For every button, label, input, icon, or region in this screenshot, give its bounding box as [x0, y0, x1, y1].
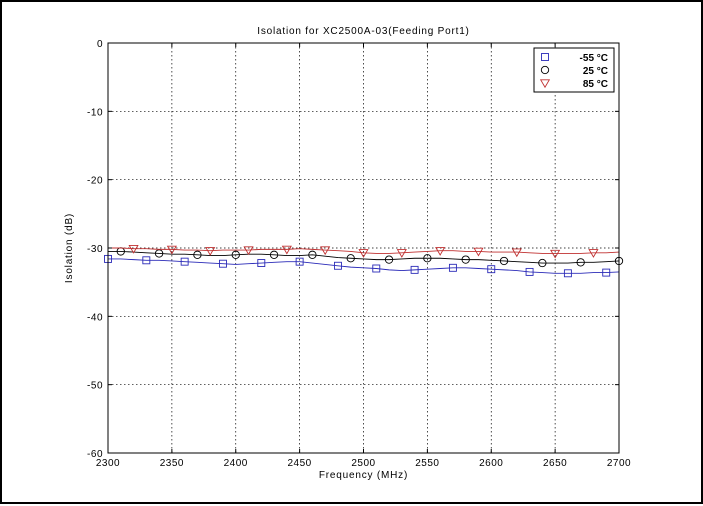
series-line — [108, 250, 620, 264]
series-line — [108, 258, 620, 274]
data-point — [372, 264, 381, 273]
data-point — [588, 249, 599, 258]
series-line — [108, 247, 620, 254]
data-point — [320, 246, 331, 256]
data-point — [358, 249, 369, 258]
x-tick-label: 2700 — [607, 458, 631, 469]
data-point — [550, 249, 561, 259]
y-tick-label: -60 — [87, 449, 103, 460]
x-axis-label: Frequency (MHz) — [319, 470, 408, 481]
data-point — [563, 269, 572, 278]
legend-label: 25 °C — [583, 66, 608, 77]
data-point — [435, 247, 446, 256]
data-point — [487, 265, 496, 274]
legend-marker — [539, 79, 551, 89]
x-tick-label: 2400 — [224, 458, 248, 469]
data-point — [346, 254, 355, 263]
data-point — [231, 250, 240, 259]
tick-layer: 2300 2350 2400 2450 2500 2550 2600 2650 2700 0 -10… — [87, 39, 631, 469]
x-tick-label: 2550 — [415, 458, 439, 469]
x-tick-label: 2350 — [160, 458, 184, 469]
data-point — [308, 250, 317, 259]
x-tick-label: 2300 — [96, 458, 120, 469]
y-tick-label: -50 — [87, 381, 103, 392]
data-point — [538, 258, 547, 268]
legend-label: 85 °C — [583, 79, 608, 90]
grid — [108, 43, 619, 453]
x-tick-label: 2500 — [351, 458, 375, 469]
data-point — [396, 249, 407, 258]
y-tick-label: -10 — [87, 107, 103, 118]
data-point — [142, 256, 151, 265]
y-tick-label: -40 — [87, 312, 103, 323]
data-point — [423, 254, 432, 263]
data-point — [219, 259, 227, 268]
data-point — [448, 263, 457, 272]
data-point — [281, 245, 292, 255]
data-point — [128, 245, 139, 254]
y-axis-label: Isolation (dB) — [64, 213, 75, 283]
chart-title: Isolation for XC2500A-03(Feeding Port1) — [257, 26, 469, 37]
data-point — [193, 250, 202, 259]
y-tick-label: -20 — [87, 176, 103, 187]
data-point — [180, 257, 189, 266]
y-tick-label: 0 — [97, 39, 103, 50]
data-point — [602, 268, 611, 277]
data-point — [295, 257, 304, 266]
data-point — [461, 255, 470, 264]
series-layer — [104, 245, 624, 278]
x-tick-label: 2450 — [288, 458, 312, 469]
data-point — [205, 247, 216, 256]
data-point — [384, 255, 394, 264]
legend-box — [533, 47, 615, 93]
data-point — [511, 248, 522, 258]
data-point — [166, 245, 177, 255]
data-point — [473, 247, 484, 257]
data-point — [410, 265, 419, 274]
x-tick-label: 2600 — [479, 458, 503, 469]
legend: -55 °C 25 °C 85 °C — [533, 47, 615, 93]
legend-marker — [541, 53, 549, 61]
data-point — [525, 267, 534, 276]
legend-marker — [540, 65, 550, 75]
y-tick-label: -30 — [87, 244, 103, 255]
data-point — [269, 250, 279, 259]
legend-label: -55 °C — [580, 53, 608, 64]
data-point — [499, 256, 509, 266]
x-tick-label: 2650 — [543, 458, 567, 469]
data-point — [257, 259, 266, 267]
data-point — [243, 246, 254, 256]
data-point — [576, 258, 585, 267]
data-point — [334, 261, 342, 270]
